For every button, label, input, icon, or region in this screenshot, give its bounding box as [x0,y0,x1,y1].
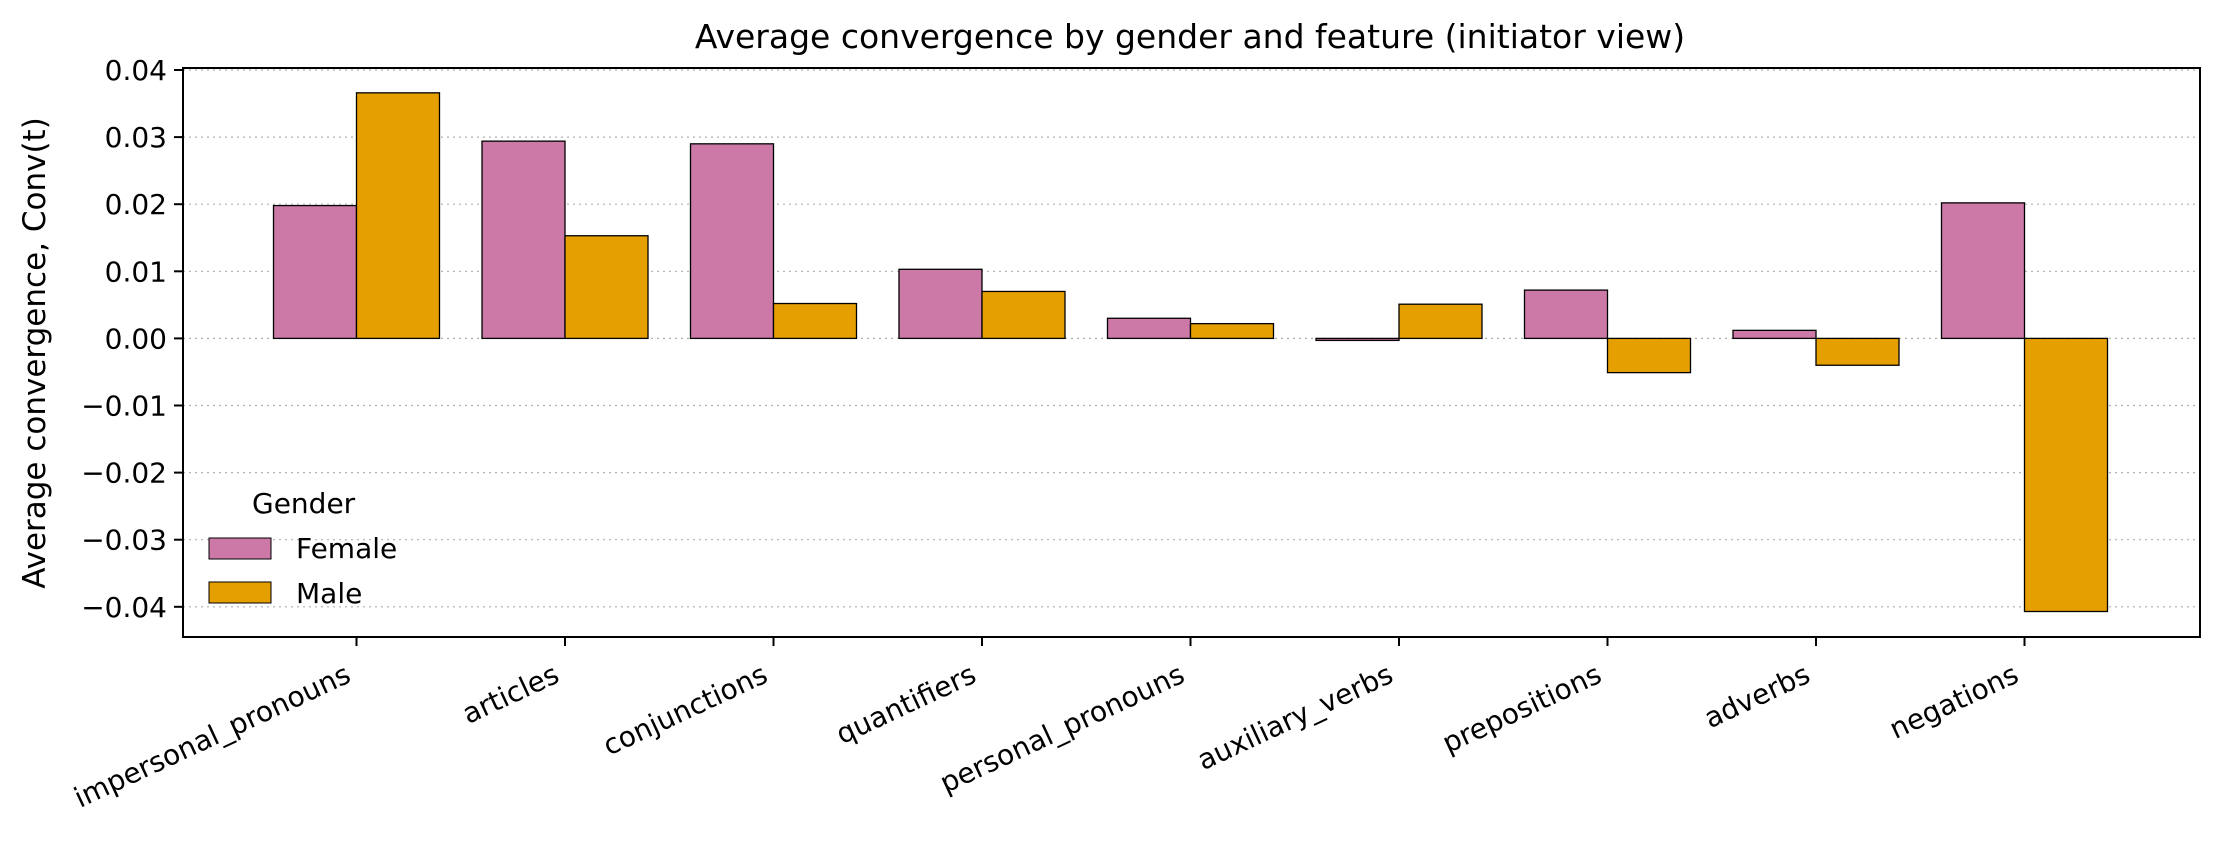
bar-female-prepositions [1523,289,1609,340]
bar-female-articles [481,140,566,340]
x-tick-label: auxiliary_verbs [1192,657,1398,776]
bar-male-articles [564,235,649,340]
bar-male-negations [2023,337,2109,613]
x-tick-label: articles [457,657,564,730]
bar-male-conjunctions [772,302,858,340]
y-tick-label: −0.03 [81,524,167,557]
bar-female-impersonal_pronouns [272,204,358,340]
bar-male-quantifiers [981,290,1066,340]
bar-male-prepositions [1606,337,1692,374]
y-ticks: −0.04 −0.03 −0.02 −0.01 0.00 0.01 0.02 0.03 0.04 [81,54,183,624]
legend-label-female: Female [296,532,397,565]
bar-female-adverbs [1732,329,1817,340]
x-tick-label: adverbs [1699,657,1815,734]
bar-female-personal_pronouns [1106,317,1192,340]
legend-swatch-male [208,581,272,604]
y-tick-label: −0.04 [81,591,167,624]
legend-title: Gender [252,487,356,520]
legend-label-male: Male [296,577,362,610]
y-tick-label: −0.01 [81,390,167,423]
bar-male-adverbs [1815,337,1900,366]
bar-female-conjunctions [689,143,775,340]
y-axis-label: Average convergence, Conv(t) [17,117,53,589]
x-tick-label: negations [1884,657,2023,745]
y-tick-label: 0.02 [105,188,167,221]
x-tick-label: quantifiers [831,657,981,750]
y-tick-label: −0.02 [81,457,167,490]
bar-male-personal_pronouns [1189,322,1275,340]
bar-female-auxiliary_verbs [1315,337,1400,342]
y-tick-label: 0.04 [105,54,167,87]
x-tick-label: impersonal_pronouns [69,657,356,814]
y-tick-label: 0.01 [105,255,167,288]
bars [272,92,2109,613]
bar-female-negations [1940,202,2026,340]
bar-female-quantifiers [898,268,983,340]
y-tick-label: 0.03 [105,121,167,154]
x-tick-label: conjunctions [598,657,773,762]
legend: Gender Female Male [208,487,397,610]
x-ticks: impersonal_pronouns articles conjunctions q… [69,637,2026,814]
x-tick-label: prepositions [1437,657,1606,759]
bar-male-impersonal_pronouns [355,92,441,340]
chart-title: Average convergence by gender and featur… [695,17,1685,56]
legend-swatch-female [208,537,272,560]
bar-male-auxiliary_verbs [1398,303,1483,340]
y-tick-label: 0.00 [105,322,167,355]
